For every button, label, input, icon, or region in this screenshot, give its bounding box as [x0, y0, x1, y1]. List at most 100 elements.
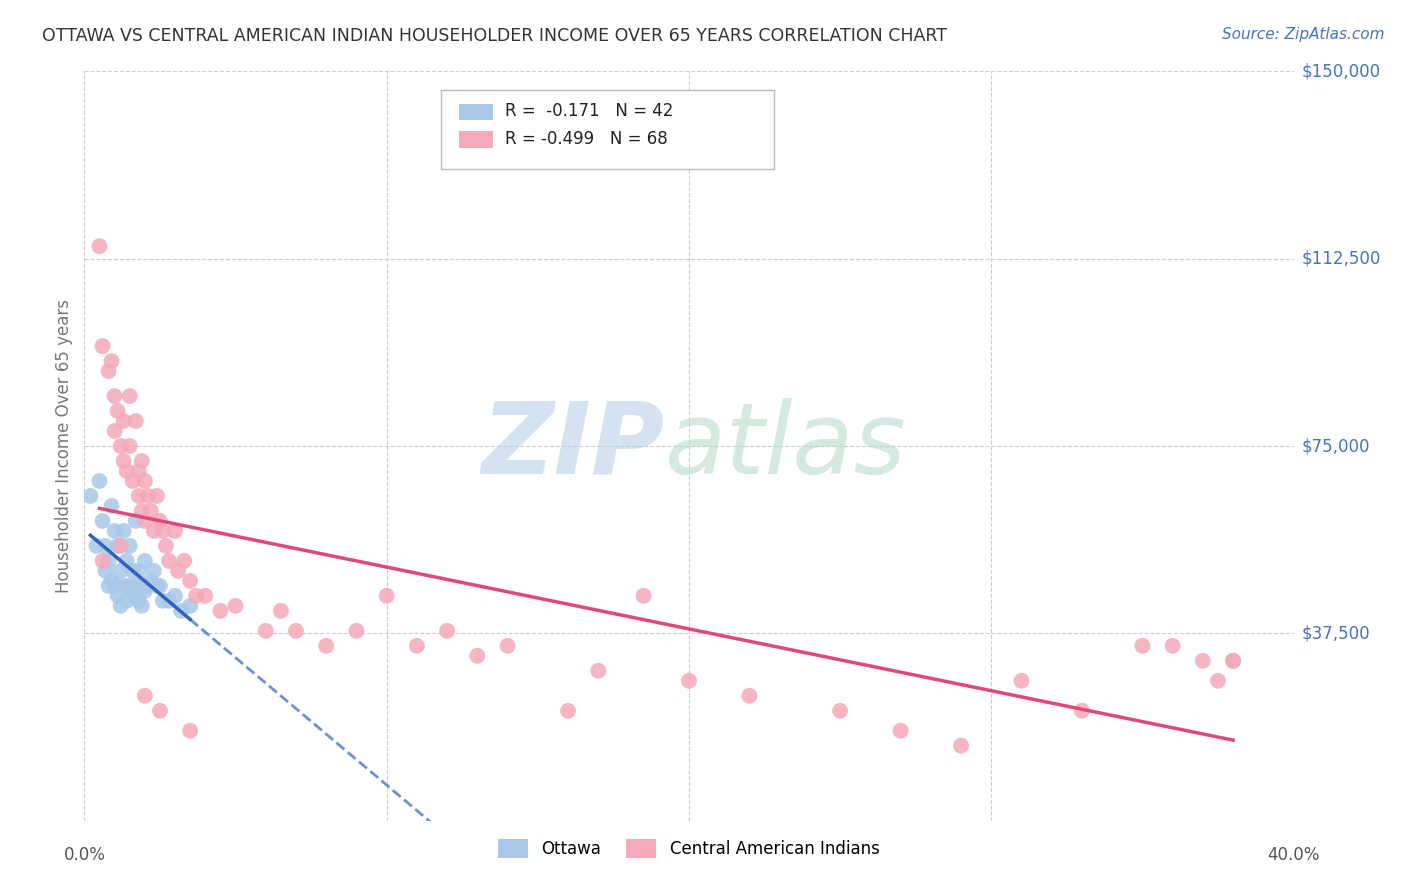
Point	[134, 554, 156, 568]
Point	[125, 514, 148, 528]
Point	[112, 454, 135, 468]
Point	[155, 539, 177, 553]
Point	[496, 639, 519, 653]
Text: ZIP: ZIP	[482, 398, 665, 494]
Point	[115, 594, 138, 608]
Point	[678, 673, 700, 688]
Text: $150,000: $150,000	[1302, 62, 1381, 80]
Point	[738, 689, 761, 703]
Point	[128, 464, 150, 478]
Point	[118, 439, 141, 453]
Point	[149, 704, 172, 718]
Point	[104, 424, 127, 438]
Point	[179, 723, 201, 738]
Point	[112, 524, 135, 538]
Point	[118, 539, 141, 553]
Point	[112, 579, 135, 593]
Point	[157, 594, 180, 608]
Text: R =  -0.171   N = 42: R = -0.171 N = 42	[505, 102, 673, 120]
Point	[406, 639, 429, 653]
Point	[142, 564, 165, 578]
Point	[346, 624, 368, 638]
Text: R = -0.499   N = 68: R = -0.499 N = 68	[505, 130, 668, 148]
Point	[254, 624, 277, 638]
Bar	[460, 131, 494, 148]
Point	[112, 414, 135, 428]
Point	[100, 354, 122, 368]
Point	[1011, 673, 1033, 688]
Point	[110, 599, 132, 613]
Point	[146, 579, 169, 593]
Point	[128, 489, 150, 503]
Point	[118, 389, 141, 403]
Point	[131, 504, 153, 518]
Point	[131, 599, 153, 613]
Point	[950, 739, 973, 753]
Point	[121, 474, 143, 488]
Point	[142, 524, 165, 538]
Point	[173, 554, 195, 568]
Point	[97, 364, 120, 378]
Y-axis label: Householder Income Over 65 years: Householder Income Over 65 years	[55, 299, 73, 593]
Point	[91, 339, 114, 353]
Text: atlas: atlas	[665, 398, 907, 494]
Point	[134, 583, 156, 598]
Point	[97, 579, 120, 593]
Point	[89, 239, 111, 253]
Point	[110, 564, 132, 578]
Point	[125, 579, 148, 593]
Point	[225, 599, 247, 613]
Point	[890, 723, 912, 738]
Point	[134, 689, 156, 703]
Point	[157, 554, 180, 568]
Point	[375, 589, 398, 603]
Point	[830, 704, 852, 718]
Point	[1071, 704, 1094, 718]
Point	[1192, 654, 1215, 668]
Point	[149, 579, 172, 593]
Point	[136, 579, 159, 593]
Point	[167, 564, 190, 578]
Point	[104, 524, 127, 538]
Point	[139, 504, 162, 518]
Point	[79, 489, 101, 503]
Point	[115, 464, 138, 478]
Point	[170, 604, 193, 618]
Point	[179, 599, 201, 613]
Point	[1222, 654, 1244, 668]
Point	[315, 639, 337, 653]
Point	[100, 574, 122, 588]
Point	[1161, 639, 1184, 653]
Point	[97, 554, 120, 568]
Text: OTTAWA VS CENTRAL AMERICAN INDIAN HOUSEHOLDER INCOME OVER 65 YEARS CORRELATION C: OTTAWA VS CENTRAL AMERICAN INDIAN HOUSEH…	[42, 27, 948, 45]
Point	[118, 579, 141, 593]
Point	[136, 489, 159, 503]
Text: 0.0%: 0.0%	[63, 846, 105, 863]
Point	[104, 389, 127, 403]
Point	[128, 594, 150, 608]
Point	[165, 524, 187, 538]
Point	[1222, 654, 1244, 668]
Point	[1130, 639, 1153, 653]
Point	[179, 574, 201, 588]
Point	[270, 604, 292, 618]
Point	[194, 589, 217, 603]
Point	[91, 514, 114, 528]
Point	[89, 474, 111, 488]
Point	[107, 589, 129, 603]
Bar	[460, 103, 494, 120]
Point	[633, 589, 655, 603]
Point	[104, 579, 127, 593]
Point	[115, 554, 138, 568]
Point	[149, 514, 172, 528]
Point	[588, 664, 610, 678]
Point	[139, 574, 162, 588]
Point	[121, 589, 143, 603]
Text: $37,500: $37,500	[1302, 624, 1371, 642]
Point	[128, 564, 150, 578]
Point	[467, 648, 489, 663]
Point	[152, 524, 174, 538]
Legend: Ottawa, Central American Indians: Ottawa, Central American Indians	[492, 832, 886, 864]
Point	[134, 514, 156, 528]
Point	[110, 539, 132, 553]
